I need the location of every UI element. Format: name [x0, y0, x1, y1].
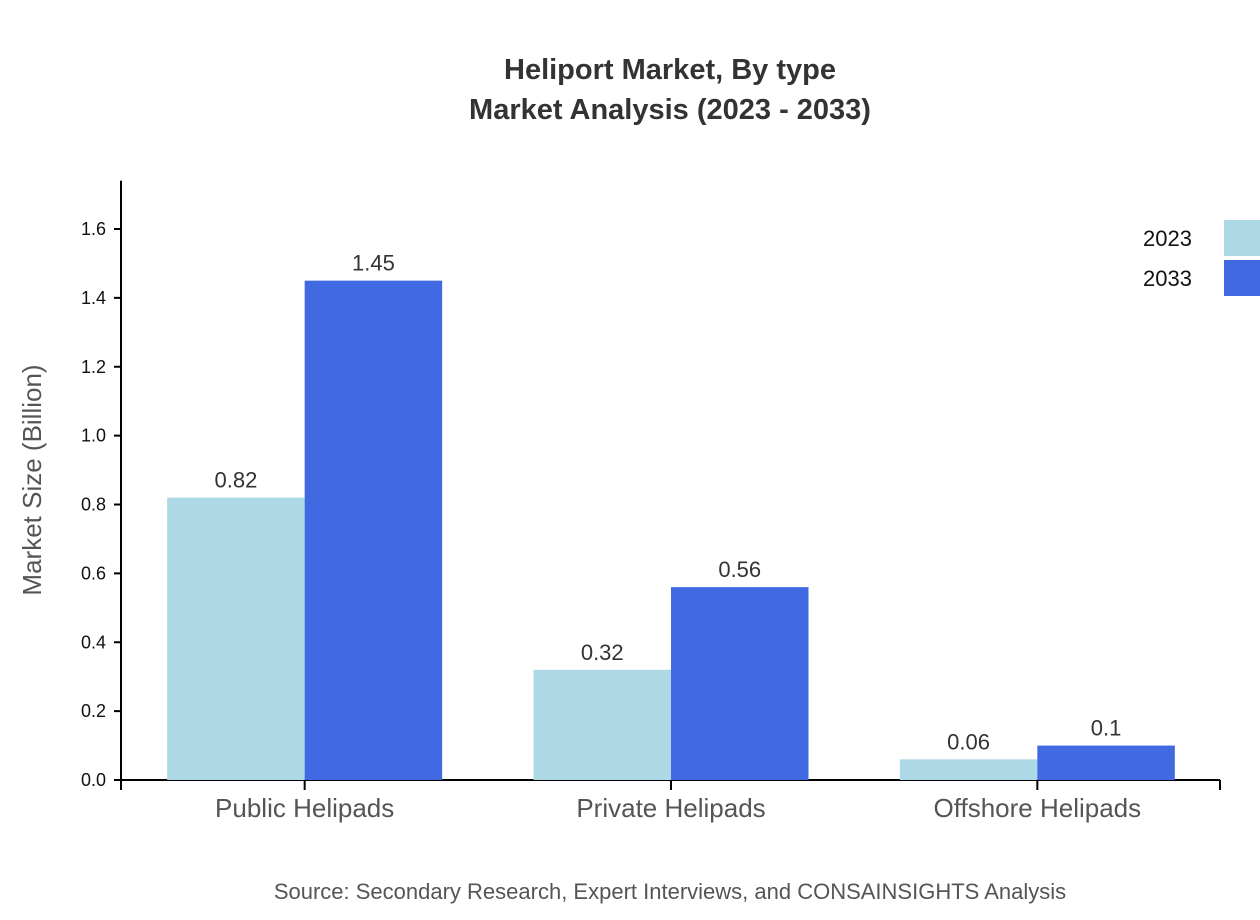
bar-2023-1 [533, 669, 671, 780]
bar-2033-2 [1037, 745, 1175, 780]
data-label: 0.56 [718, 557, 761, 582]
data-label: 0.82 [215, 468, 258, 493]
chart-title: Heliport Market, By type [504, 54, 836, 86]
y-tick-label: 1.6 [81, 219, 106, 239]
data-label: 0.06 [947, 729, 990, 754]
data-label: 0.1 [1091, 716, 1122, 741]
y-tick-label: 1.4 [81, 288, 106, 308]
y-tick-label: 0.2 [81, 701, 106, 721]
data-label: 1.45 [352, 251, 395, 276]
bar-2033-1 [671, 587, 809, 780]
y-axis-label: Market Size (Billion) [17, 364, 47, 595]
legend-swatch-2023 [1224, 220, 1260, 256]
y-tick-label: 1.2 [81, 357, 106, 377]
y-tick-label: 0.0 [81, 770, 106, 790]
y-tick-label: 1.0 [81, 426, 106, 446]
source-note: Source: Secondary Research, Expert Inter… [274, 879, 1066, 904]
x-tick-label: Offshore Helipads [934, 793, 1142, 823]
legend-label: 2023 [1143, 226, 1192, 251]
legend-label: 2033 [1143, 266, 1192, 291]
legend-swatch-2033 [1224, 260, 1260, 296]
chart-subtitle: Market Analysis (2023 - 2033) [469, 94, 871, 126]
data-label: 0.32 [581, 640, 624, 665]
x-tick-label: Public Helipads [215, 793, 394, 823]
bar-2023-2 [899, 759, 1038, 780]
y-tick-label: 0.8 [81, 495, 106, 515]
bar-2033-0 [304, 280, 443, 780]
y-tick-label: 0.6 [81, 563, 106, 583]
bar-2023-0 [167, 497, 305, 780]
y-tick-label: 0.4 [81, 632, 106, 652]
x-tick-label: Private Helipads [576, 793, 765, 823]
